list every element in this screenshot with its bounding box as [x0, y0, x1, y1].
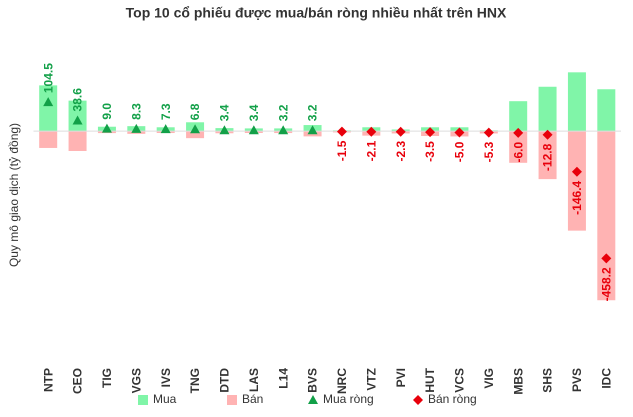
value-label: -2.3 — [394, 140, 408, 161]
bar — [68, 131, 87, 151]
value-label: -5.3 — [482, 141, 496, 162]
net-marker — [425, 127, 436, 138]
x-tick-label: LAS — [247, 368, 261, 392]
legend-label: Mua ròng — [323, 392, 374, 406]
x-tick-label: VGS — [129, 368, 143, 393]
bar — [538, 86, 557, 132]
legend-label: Bán — [242, 392, 263, 406]
bar — [567, 131, 586, 231]
legend-swatch — [227, 395, 237, 405]
net-marker — [542, 129, 553, 140]
net-marker — [131, 123, 142, 133]
bar — [186, 131, 205, 139]
value-label: 9.0 — [100, 103, 114, 120]
net-marker — [278, 125, 289, 135]
x-tick-label: TIG — [100, 368, 114, 388]
x-tick-label: PVS — [570, 368, 584, 392]
legend-swatch — [413, 395, 423, 405]
value-label: 3.4 — [218, 104, 232, 121]
legend-swatch — [308, 395, 318, 404]
net-marker — [395, 126, 406, 137]
bar — [597, 89, 616, 132]
x-tick-label: PVI — [394, 368, 408, 387]
net-marker — [454, 127, 465, 138]
bar — [567, 72, 586, 132]
value-label: 38.6 — [71, 88, 85, 112]
net-marker — [513, 127, 524, 138]
net-marker — [43, 97, 54, 107]
legend-label: Bán ròng — [428, 392, 477, 406]
bar — [39, 131, 58, 148]
x-tick-label: HUT — [423, 367, 437, 392]
x-tick-label: MBS — [511, 368, 525, 395]
x-tick-label: CEO — [71, 368, 85, 394]
value-label: -12.8 — [541, 143, 555, 171]
x-tick-label: SHS — [541, 368, 555, 393]
net-marker — [160, 124, 171, 134]
value-label: 8.3 — [129, 103, 143, 120]
x-tick-label: VTZ — [364, 368, 378, 391]
chart-title: Top 10 cổ phiếu được mua/bán ròng nhiều … — [126, 5, 507, 21]
net-marker — [248, 125, 259, 135]
x-tick-label: BVS — [306, 368, 320, 393]
net-marker — [336, 126, 347, 137]
x-tick-label: VCS — [453, 368, 467, 393]
net-marker — [366, 126, 377, 137]
x-tick-label: VIG — [482, 368, 496, 389]
value-label: 3.2 — [276, 104, 290, 121]
value-label: -458.2 — [599, 267, 613, 301]
x-tick-label: DTD — [218, 368, 232, 393]
x-tick-label: NTP — [41, 368, 55, 392]
value-label: -146.4 — [570, 180, 584, 214]
y-axis-label: Quy mô giao dịch (tỷ đồng) — [7, 123, 21, 267]
bar — [509, 131, 528, 163]
bar — [509, 101, 528, 132]
x-tick-label: L14 — [276, 368, 290, 389]
net-marker — [219, 125, 230, 135]
legend-swatch — [138, 395, 148, 405]
value-label: -6.0 — [511, 142, 525, 163]
net-marker — [72, 115, 83, 125]
legend-label: Mua — [153, 392, 177, 406]
net-marker — [307, 125, 318, 135]
x-tick-label: IDC — [599, 368, 613, 389]
x-tick-label: NRC — [335, 368, 349, 394]
net-marker — [571, 166, 582, 177]
bar — [39, 85, 58, 132]
net-marker — [483, 127, 494, 138]
value-label: 104.5 — [41, 63, 55, 93]
x-tick-label: IVS — [159, 368, 173, 387]
value-label: 3.2 — [306, 104, 320, 121]
x-tick-label: TNG — [188, 368, 202, 393]
value-label: 3.4 — [247, 104, 261, 121]
value-label: 7.3 — [159, 103, 173, 120]
value-label: -3.5 — [423, 141, 437, 162]
value-label: -5.0 — [453, 141, 467, 162]
bar — [538, 131, 557, 180]
net-marker — [101, 123, 112, 133]
value-label: 6.8 — [188, 103, 202, 120]
net-marker — [601, 253, 612, 264]
value-label: -2.1 — [364, 140, 378, 161]
net-marker — [190, 124, 201, 134]
value-label: -1.5 — [335, 140, 349, 161]
